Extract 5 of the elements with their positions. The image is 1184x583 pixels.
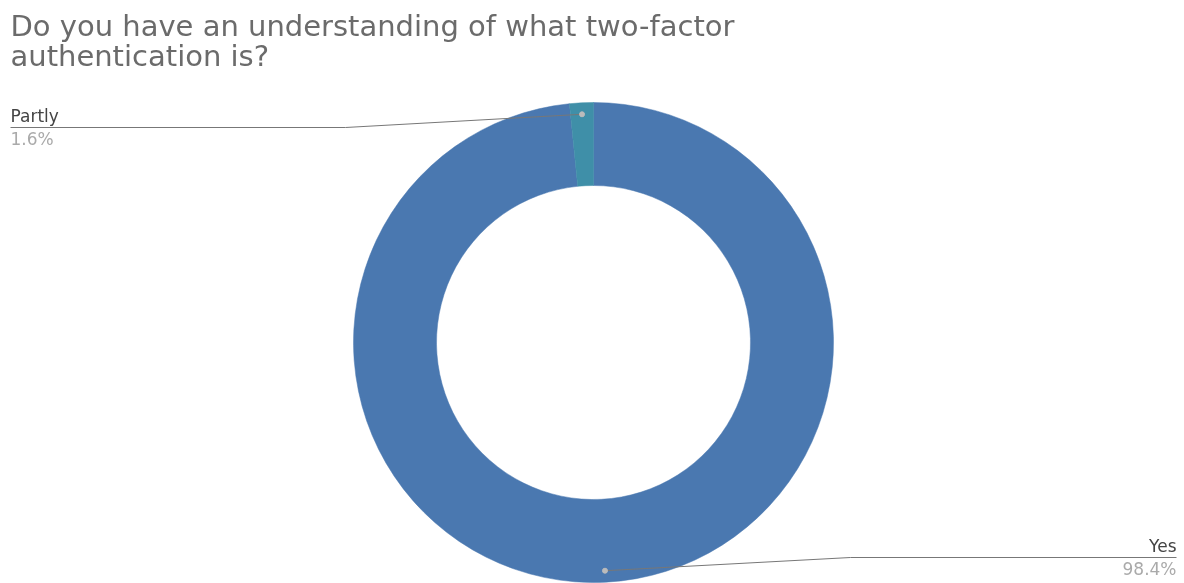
slice-label: Partly	[10, 105, 59, 126]
data-label: 98.4%	[1122, 558, 1177, 579]
data-label: 1.6%	[10, 128, 54, 149]
slice-label: Yes	[1148, 535, 1177, 556]
chart-title: Do you have an understanding of what two-factor authentication is?	[10, 8, 735, 74]
